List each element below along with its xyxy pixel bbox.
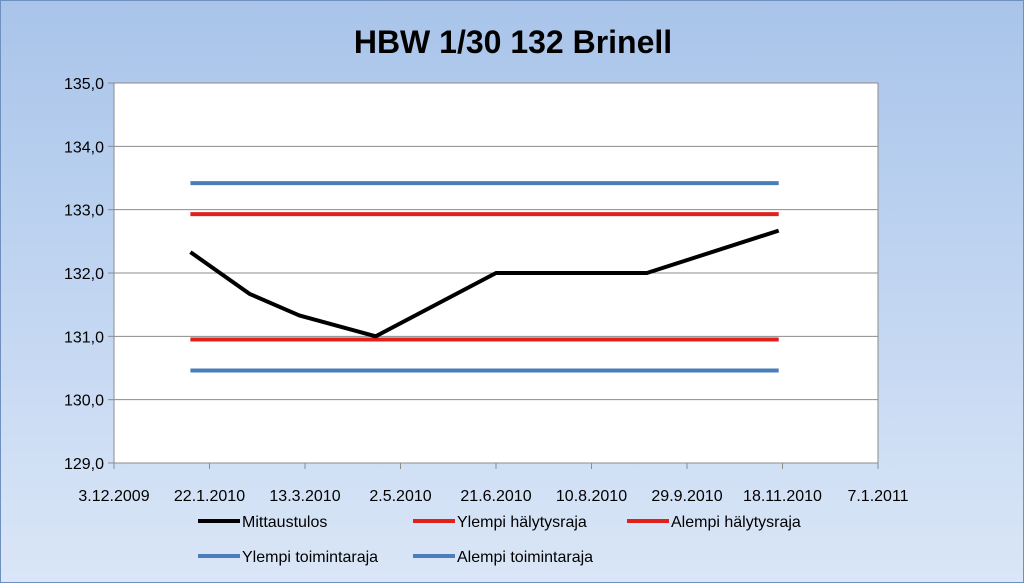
legend-label: Mittaustulos xyxy=(242,514,327,531)
legend-label: Alempi toimintaraja xyxy=(457,549,593,566)
x-tick-label: 2.5.2010 xyxy=(369,488,431,505)
x-axis: 3.12.2009 22.1.2010 13.3.2010 2.5.2010 21.6.… xyxy=(78,463,909,505)
legend-label: Ylempi hälytysraja xyxy=(457,514,587,531)
y-tick-label: 129,0 xyxy=(64,456,104,473)
y-axis: 129,0 130,0 131,0 132,0 133,0 134,0 135,0 xyxy=(64,76,114,473)
x-tick-label: 22.1.2010 xyxy=(174,488,245,505)
x-tick-label: 18.11.2010 xyxy=(743,488,822,505)
legend: Mittaustulos Ylempi hälytysraja Alempi häl… xyxy=(198,514,801,566)
y-tick-label: 134,0 xyxy=(64,139,104,156)
legend-item: Alempi hälytysraja xyxy=(627,514,801,531)
legend-item: Ylempi toimintaraja xyxy=(198,549,378,566)
legend-item: Ylempi hälytysraja xyxy=(413,514,587,531)
x-tick-label: 21.6.2010 xyxy=(460,488,531,505)
grid-lines xyxy=(114,145,878,401)
chart-title: HBW 1/30 132 Brinell xyxy=(354,24,672,60)
y-tick-label: 131,0 xyxy=(64,329,104,346)
y-tick-label: 132,0 xyxy=(64,266,104,283)
legend-item: Alempi toimintaraja xyxy=(413,549,593,566)
y-tick-label: 133,0 xyxy=(64,203,104,220)
x-tick-label: 10.8.2010 xyxy=(556,488,627,505)
series-layer xyxy=(189,181,780,373)
x-tick-label: 3.12.2009 xyxy=(78,488,149,505)
x-tick-label: 7.1.2011 xyxy=(847,488,908,505)
y-tick-label: 135,0 xyxy=(64,76,104,93)
y-tick-label: 130,0 xyxy=(64,393,104,410)
legend-label: Alempi hälytysraja xyxy=(671,514,801,531)
x-tick-label: 13.3.2010 xyxy=(269,488,340,505)
legend-item: Mittaustulos xyxy=(198,514,327,531)
x-tick-label: 29.9.2010 xyxy=(651,488,722,505)
series-line-0 xyxy=(189,228,780,339)
legend-label: Ylempi toimintaraja xyxy=(242,549,378,566)
